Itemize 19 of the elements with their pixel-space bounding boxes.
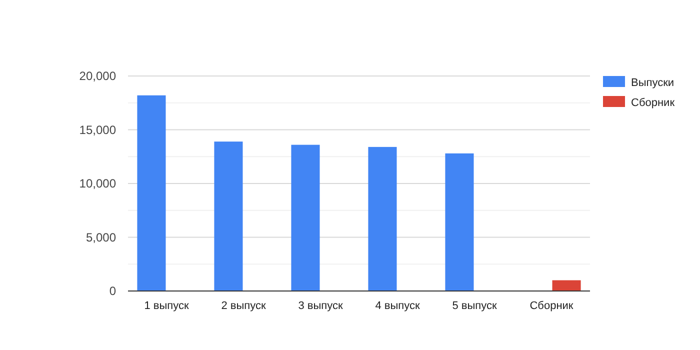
x-tick-label: 4 выпуск — [375, 300, 420, 312]
x-tick-label: 5 выпуск — [452, 300, 497, 312]
bar — [445, 153, 474, 291]
bar — [137, 95, 166, 291]
x-tick-label: 3 выпуск — [298, 300, 343, 312]
bar — [368, 146, 397, 291]
y-tick-label: 20,000 — [79, 69, 116, 84]
bar — [552, 280, 581, 291]
y-tick-label: 0 — [109, 284, 116, 298]
legend-label: Сборник — [631, 96, 675, 109]
bar — [214, 142, 243, 291]
text: 5,000 — [86, 230, 116, 244]
bar — [291, 144, 320, 291]
x-tick-label: Сборник — [530, 300, 574, 312]
x-tick-label: 1 выпуск — [144, 300, 189, 312]
x-tick-label: 2 выпуск — [221, 300, 266, 312]
y-tick-label: 10,000 — [79, 176, 116, 191]
legend-label: Выпуски — [631, 76, 674, 89]
y-tick-label: 15,000 — [79, 122, 116, 137]
